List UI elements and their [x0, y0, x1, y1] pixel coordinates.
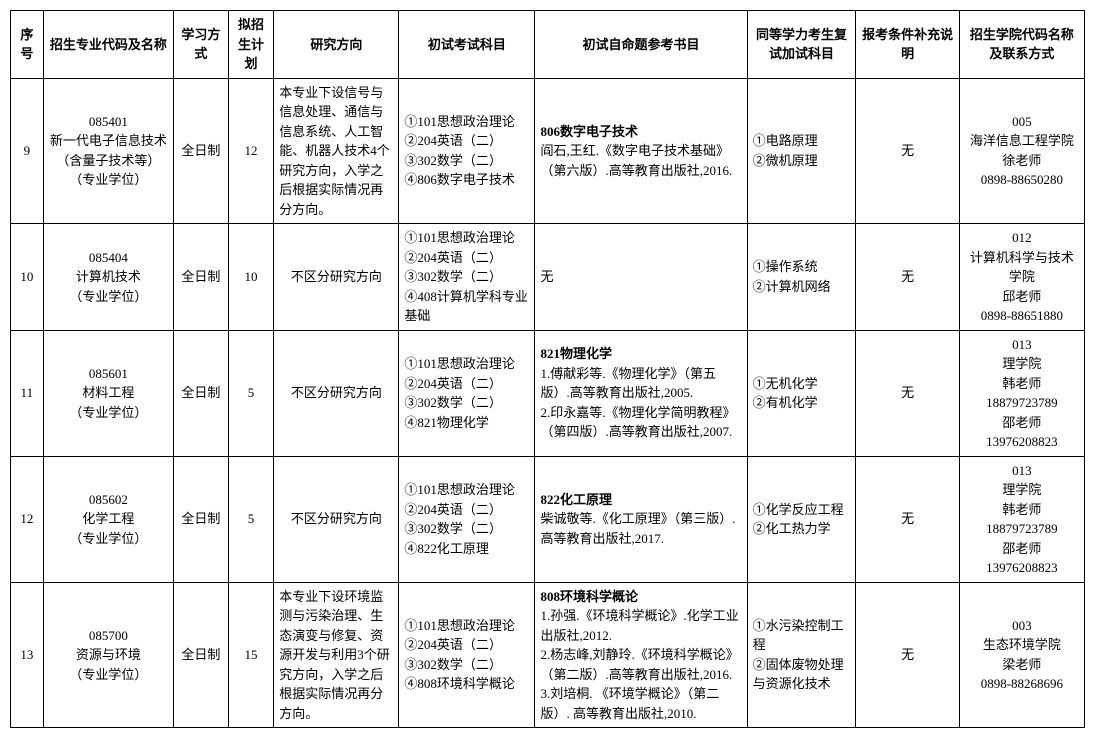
cell-ref: 821物理化学1.傅献彩等.《物理化学》（第五版）.高等教育出版社,2005.2…: [535, 330, 747, 456]
cell-mode: 全日制: [174, 582, 228, 728]
cell-major: 085602化学工程（专业学位）: [43, 456, 174, 582]
cell-plan: 12: [228, 78, 274, 224]
cell-plan: 15: [228, 582, 274, 728]
cell-num: 13: [11, 582, 44, 728]
cell-extra: 无: [856, 224, 959, 331]
cell-ref: 808环境科学概论1.孙强.《环境科学概论》.化学工业出版社,2012.2.杨志…: [535, 582, 747, 728]
cell-mode: 全日制: [174, 78, 228, 224]
cell-direction: 不区分研究方向: [274, 330, 399, 456]
cell-exam: ①101思想政治理论②204英语（二）③302数学（二）④822化工原理: [399, 456, 535, 582]
cell-contact: 005海洋信息工程学院徐老师0898-88650280: [959, 78, 1084, 224]
cell-contact: 013理学院韩老师18879723789邵老师13976208823: [959, 330, 1084, 456]
header-direction: 研究方向: [274, 11, 399, 79]
cell-exam: ①101思想政治理论②204英语（二）③302数学（二）④821物理化学: [399, 330, 535, 456]
cell-extra: 无: [856, 330, 959, 456]
header-major: 招生专业代码及名称: [43, 11, 174, 79]
table-header: 序号 招生专业代码及名称 学习方式 拟招生计划 研究方向 初试考试科目 初试自命…: [11, 11, 1085, 79]
cell-mode: 全日制: [174, 456, 228, 582]
cell-major: 085401新一代电子信息技术（含量子技术等）（专业学位）: [43, 78, 174, 224]
cell-mode: 全日制: [174, 224, 228, 331]
admissions-table: 序号 招生专业代码及名称 学习方式 拟招生计划 研究方向 初试考试科目 初试自命…: [10, 10, 1085, 728]
cell-major: 085601材料工程（专业学位）: [43, 330, 174, 456]
cell-retest: ①水污染控制工程②固体废物处理与资源化技术: [747, 582, 856, 728]
table-row: 11085601材料工程（专业学位）全日制5不区分研究方向①101思想政治理论②…: [11, 330, 1085, 456]
header-exam: 初试考试科目: [399, 11, 535, 79]
cell-num: 12: [11, 456, 44, 582]
cell-retest: ①化学反应工程②化工热力学: [747, 456, 856, 582]
cell-direction: 本专业下设信号与信息处理、通信与信息系统、人工智能、机器人技术4个研究方向，入学…: [274, 78, 399, 224]
cell-major: 085404计算机技术（专业学位）: [43, 224, 174, 331]
ref-title: 808环境科学概论: [540, 589, 638, 604]
header-num: 序号: [11, 11, 44, 79]
ref-title: 821物理化学: [540, 346, 612, 361]
cell-retest: ①电路原理②微机原理: [747, 78, 856, 224]
cell-exam: ①101思想政治理论②204英语（二）③302数学（二）④408计算机学科专业基…: [399, 224, 535, 331]
cell-plan: 5: [228, 456, 274, 582]
table-body: 9085401新一代电子信息技术（含量子技术等）（专业学位）全日制12本专业下设…: [11, 78, 1085, 728]
cell-retest: ①操作系统②计算机网络: [747, 224, 856, 331]
header-mode: 学习方式: [174, 11, 228, 79]
cell-retest: ①无机化学②有机化学: [747, 330, 856, 456]
cell-major: 085700资源与环境（专业学位）: [43, 582, 174, 728]
cell-contact: 013理学院韩老师18879723789邵老师13976208823: [959, 456, 1084, 582]
cell-direction: 不区分研究方向: [274, 224, 399, 331]
header-plan: 拟招生计划: [228, 11, 274, 79]
cell-extra: 无: [856, 78, 959, 224]
ref-title: 806数字电子技术: [540, 124, 638, 139]
cell-direction: 本专业下设环境监测与污染治理、生态演变与修复、资源开发与利用3个研究方向，入学之…: [274, 582, 399, 728]
cell-extra: 无: [856, 582, 959, 728]
cell-direction: 不区分研究方向: [274, 456, 399, 582]
header-contact: 招生学院代码名称及联系方式: [959, 11, 1084, 79]
cell-mode: 全日制: [174, 330, 228, 456]
table-row: 12085602化学工程（专业学位）全日制5不区分研究方向①101思想政治理论②…: [11, 456, 1085, 582]
cell-num: 10: [11, 224, 44, 331]
cell-ref: 822化工原理柴诚敬等.《化工原理》（第三版）.高等教育出版社,2017.: [535, 456, 747, 582]
cell-num: 11: [11, 330, 44, 456]
table-row: 9085401新一代电子信息技术（含量子技术等）（专业学位）全日制12本专业下设…: [11, 78, 1085, 224]
cell-exam: ①101思想政治理论②204英语（二）③302数学（二）④808环境科学概论: [399, 582, 535, 728]
cell-plan: 5: [228, 330, 274, 456]
cell-extra: 无: [856, 456, 959, 582]
cell-num: 9: [11, 78, 44, 224]
table-row: 13085700资源与环境（专业学位）全日制15本专业下设环境监测与污染治理、生…: [11, 582, 1085, 728]
cell-exam: ①101思想政治理论②204英语（二）③302数学（二）④806数字电子技术: [399, 78, 535, 224]
ref-title: 822化工原理: [540, 492, 612, 507]
cell-ref: 无: [535, 224, 747, 331]
cell-plan: 10: [228, 224, 274, 331]
header-retest: 同等学力考生复试加试科目: [747, 11, 856, 79]
cell-contact: 012计算机科学与技术学院邱老师0898-88651880: [959, 224, 1084, 331]
header-extra: 报考条件补充说明: [856, 11, 959, 79]
cell-contact: 003生态环境学院梁老师0898-88268696: [959, 582, 1084, 728]
cell-ref: 806数字电子技术阎石,王红.《数字电子技术基础》（第六版）.高等教育出版社,2…: [535, 78, 747, 224]
header-ref: 初试自命题参考书目: [535, 11, 747, 79]
table-row: 10085404计算机技术（专业学位）全日制10不区分研究方向①101思想政治理…: [11, 224, 1085, 331]
